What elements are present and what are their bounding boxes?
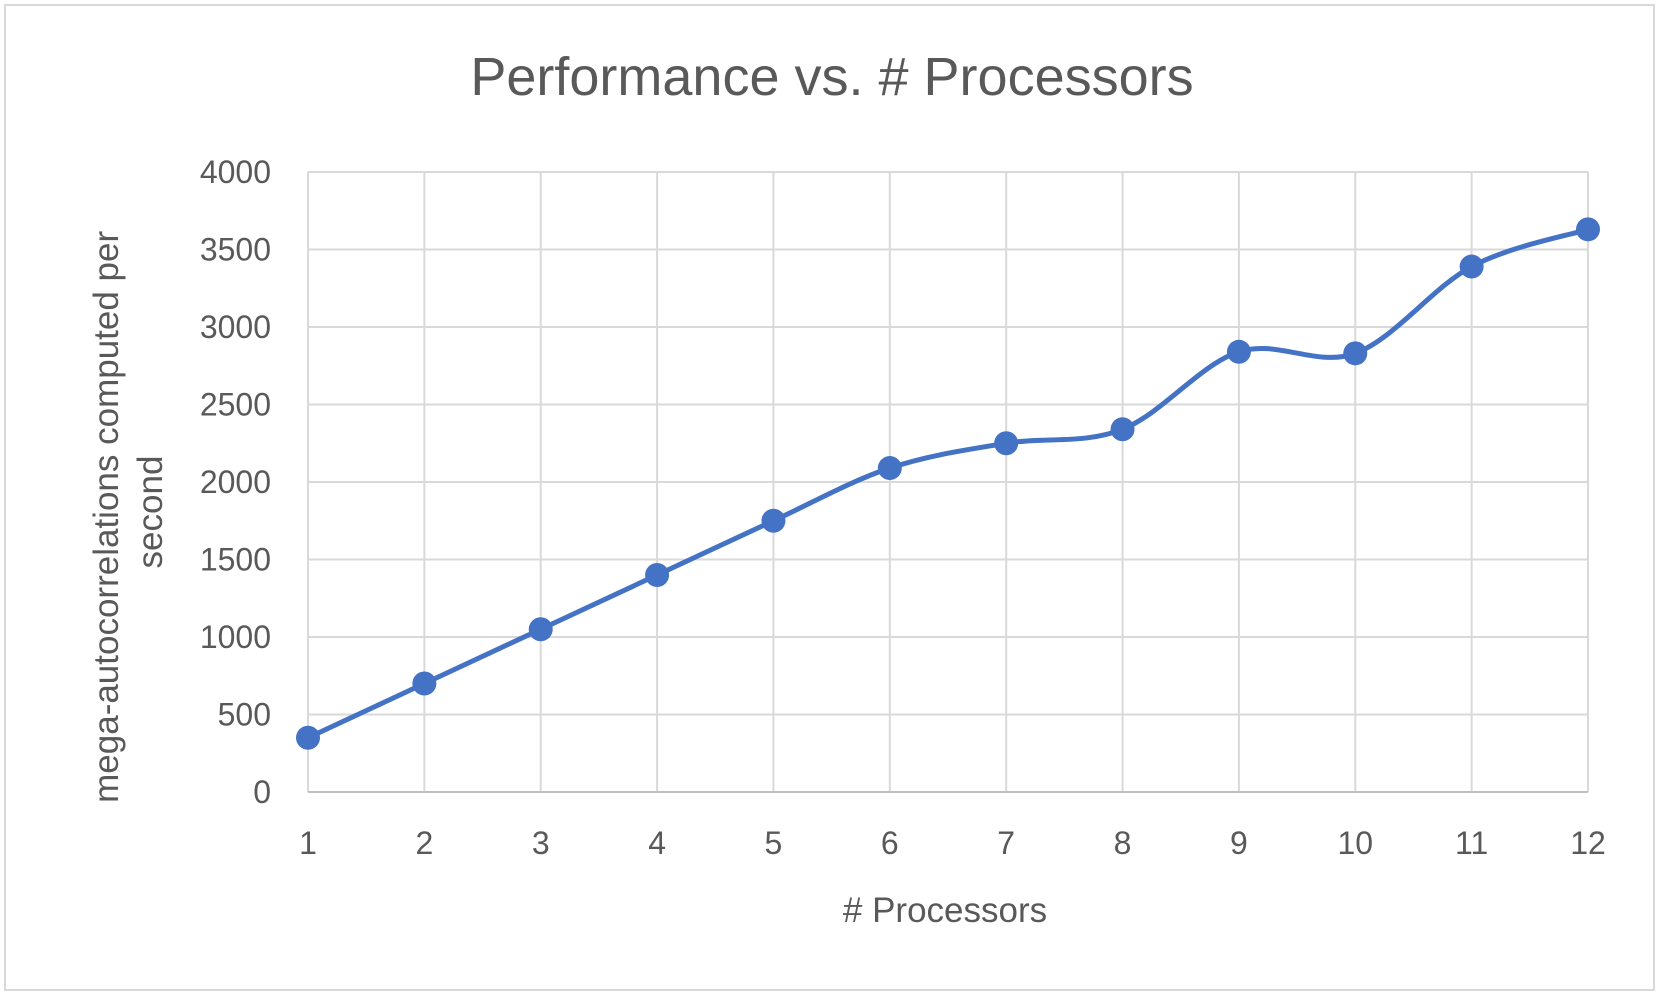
data-point [645, 563, 670, 587]
x-tick-label: 11 [1455, 825, 1488, 861]
data-point [994, 431, 1019, 456]
data-series [296, 217, 1600, 750]
series-line [305, 226, 1591, 741]
data-point [412, 671, 437, 696]
y-axis-title: mega-autocorrelations computed per secon… [87, 221, 170, 803]
data-point [296, 725, 320, 750]
data-point [761, 508, 786, 533]
y-tick-label: 4000 [200, 154, 271, 190]
y-tick-label: 3500 [200, 232, 271, 268]
x-tick-label: 3 [532, 825, 550, 861]
chart-title: Performance vs. # Processors [470, 47, 1193, 107]
data-point [1226, 339, 1251, 364]
gridlines [307, 171, 1589, 792]
x-tick-label: 10 [1337, 825, 1373, 861]
x-tick-label: 9 [1230, 825, 1248, 861]
x-tick-label: 7 [997, 825, 1015, 861]
y-tick-label: 500 [218, 697, 271, 733]
y-tick-label: 1500 [200, 542, 271, 578]
x-tick-label: 2 [415, 825, 433, 861]
x-tick-label: 12 [1570, 825, 1606, 861]
data-point [1110, 417, 1135, 442]
data-point [528, 617, 553, 642]
x-tick-label: 6 [881, 825, 899, 861]
x-tick-label: 4 [648, 825, 666, 861]
x-tick-label: 1 [299, 825, 317, 861]
data-point [1459, 254, 1484, 279]
y-tick-label: 2500 [200, 387, 271, 423]
y-tick-label: 2000 [200, 464, 271, 500]
x-tick-label: 5 [765, 825, 783, 861]
chart-area [4, 4, 1655, 991]
y-tick-label: 3000 [200, 309, 271, 345]
x-axis-title: # Processors [843, 891, 1047, 930]
data-point [877, 456, 902, 481]
y-tick-label: 1000 [200, 619, 271, 655]
data-point [1343, 341, 1368, 366]
y-tick-label: 0 [253, 774, 271, 810]
x-tick-label: 8 [1114, 825, 1132, 861]
y-axis-title-line-2: second [131, 456, 170, 569]
data-point [1576, 217, 1600, 242]
y-axis-title-line-1: mega-autocorrelations computed per [87, 231, 126, 803]
